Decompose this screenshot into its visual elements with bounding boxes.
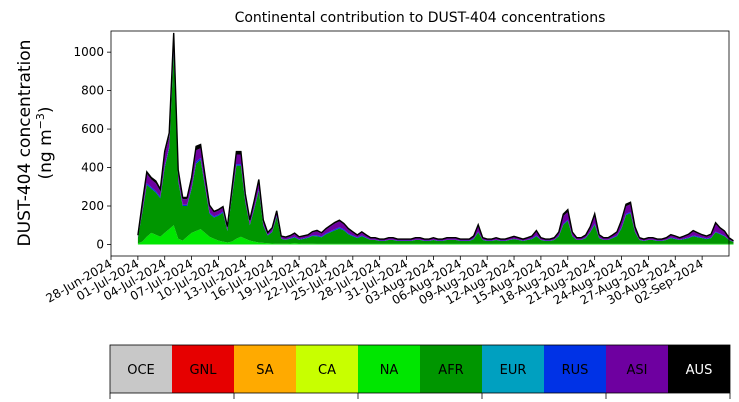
plot-frame xyxy=(110,30,730,257)
legend-swatch-asi xyxy=(606,345,668,393)
y-axis-unit: (ng m xyxy=(36,129,56,179)
y-axis-label-line2: (ng m−3) xyxy=(34,106,56,179)
legend-swatch-ca xyxy=(296,345,358,393)
chart-title: Continental contribution to DUST-404 con… xyxy=(235,10,606,26)
legend-label-na: NA xyxy=(380,363,399,378)
y-tick-label: 400 xyxy=(81,161,104,175)
legend-label-afr: AFR xyxy=(438,363,463,378)
legend-frame xyxy=(109,344,731,394)
legend-label-asi: ASI xyxy=(627,363,648,378)
legend-label-gnl: GNL xyxy=(189,363,217,378)
y-axis-unit-exponent: −3 xyxy=(34,113,47,129)
y-axis-unit-close: ) xyxy=(36,106,56,113)
y-tick-label: 1000 xyxy=(73,45,104,59)
legend-label-eur: EUR xyxy=(500,363,527,378)
legend-label-aus: AUS xyxy=(686,363,713,378)
y-axis-label-line1: DUST-404 concentration xyxy=(15,40,35,247)
legend-swatch-sa xyxy=(234,345,296,393)
y-axis-label: DUST-404 concentration (ng m−3) xyxy=(15,40,56,247)
series-area-afr xyxy=(137,52,734,244)
y-tick-label: 0 xyxy=(96,237,104,251)
legend-swatch-rus xyxy=(544,345,606,393)
total-line xyxy=(137,32,734,242)
legend-swatch-afr xyxy=(420,345,482,393)
series-area-na xyxy=(137,225,734,245)
y-tick-label: 800 xyxy=(81,84,104,98)
legend-label-rus: RUS xyxy=(562,363,589,378)
legend-swatch-oce xyxy=(110,345,172,393)
legend-swatch-na xyxy=(358,345,420,393)
legend-swatch-gnl xyxy=(172,345,234,393)
legend-label-sa: SA xyxy=(256,363,273,378)
legend-label-ca: CA xyxy=(318,363,336,378)
legend: OCE GNL SA CA NA AFR EUR RUS ASI AUS xyxy=(109,344,731,399)
legend-swatch-aus xyxy=(668,345,730,393)
legend-swatch-eur xyxy=(482,345,544,393)
y-tick-label: 600 xyxy=(81,122,104,136)
plot-area: 0200400600800100028-Jun-202401-Jul-20240… xyxy=(44,30,734,307)
y-tick-label: 200 xyxy=(81,199,104,213)
legend-label-oce: OCE xyxy=(127,363,155,378)
